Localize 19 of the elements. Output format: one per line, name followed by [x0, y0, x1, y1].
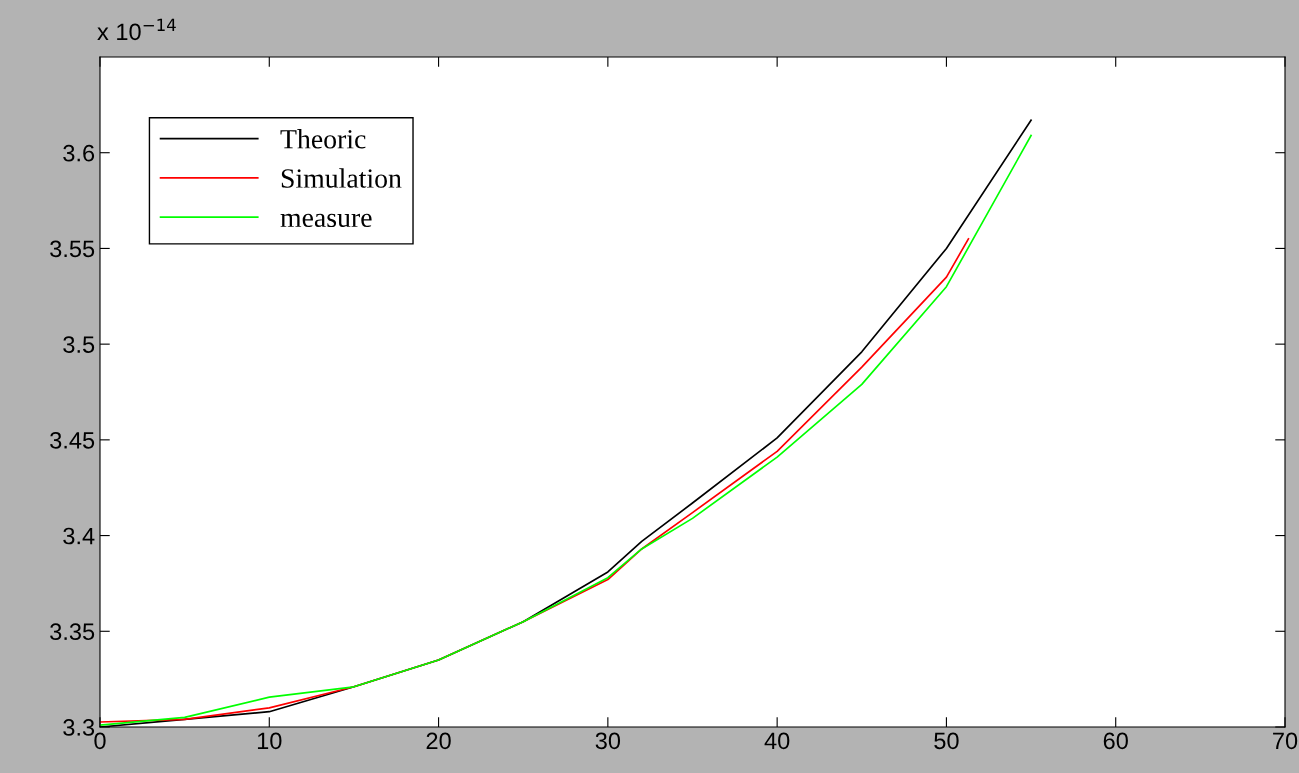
x-tick-label: 20: [426, 732, 451, 750]
x-tick-label: 50: [934, 732, 959, 750]
y-tick-label: 3.55: [50, 240, 95, 258]
x-tick-label: 10: [257, 732, 282, 750]
x-tick-label: 0: [94, 732, 106, 750]
y-tick-label: 3.45: [50, 431, 95, 449]
y-tick-label: 3.5: [63, 336, 95, 353]
legend-label: measure: [280, 213, 372, 228]
y-tick-label: 3.3: [63, 719, 95, 736]
legend-label: Theoric: [280, 129, 366, 149]
y-tick-label: 3.35: [50, 623, 95, 641]
text: x 10$^{−14}$: [97, 18, 176, 41]
x-tick-label: 30: [595, 732, 621, 750]
x-tick-label: 40: [764, 732, 790, 750]
x-tick-label: 70: [1273, 732, 1298, 750]
x-tick-label: 60: [1103, 732, 1128, 750]
y-tick-label: 3.4: [63, 527, 95, 545]
y-tick-label: 3.6: [63, 144, 95, 162]
legend-label: Simulation: [281, 168, 402, 188]
